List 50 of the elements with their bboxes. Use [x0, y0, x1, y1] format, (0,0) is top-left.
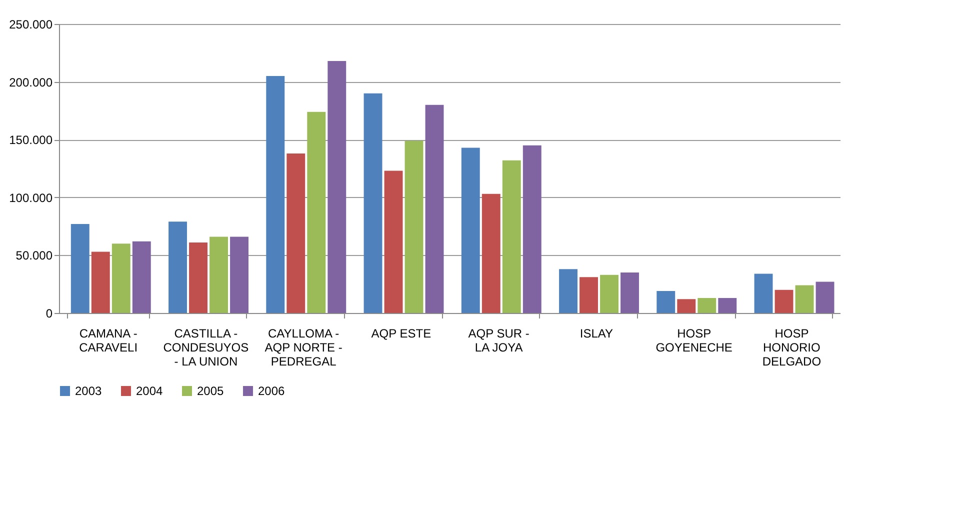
y-tick-label: 100.000	[9, 190, 53, 205]
x-tick-label: CASTILLA - CONDESUYOS - LA UNION	[163, 326, 249, 368]
y-tick-label: 200.000	[9, 75, 53, 90]
bar	[600, 274, 618, 313]
y-tick-label: 50.000	[16, 248, 53, 263]
bar	[580, 277, 598, 313]
legend-label: 2006	[258, 384, 286, 398]
x-tick-label: CAMANA - CARAVELI	[79, 326, 138, 354]
bar	[132, 241, 151, 313]
legend-label: 2005	[197, 384, 224, 398]
bar	[816, 282, 834, 313]
y-tick-label: 150.000	[9, 133, 53, 148]
bar	[677, 299, 696, 313]
bar	[795, 285, 814, 313]
x-tick-label: AQP ESTE	[371, 326, 432, 340]
bar	[286, 153, 306, 313]
bar	[698, 298, 716, 313]
bar	[189, 242, 208, 313]
x-tick-label: HOSP GOYENECHE	[656, 326, 732, 354]
bar	[620, 272, 639, 313]
bar	[112, 244, 130, 313]
y-tick-label: 0	[46, 306, 53, 320]
legend-label: 2003	[75, 384, 102, 398]
bar	[168, 222, 187, 313]
x-tick-label: AQP SUR - LA JOYA	[468, 326, 530, 354]
bar	[364, 93, 382, 313]
bar	[754, 274, 773, 313]
bar	[384, 170, 403, 313]
x-tick-label: HOSP HONORIO DELGADO	[762, 326, 822, 368]
bar	[482, 194, 500, 313]
x-tick-label: ISLAY	[580, 326, 614, 340]
bar	[404, 140, 424, 313]
bar	[328, 60, 346, 313]
legend-label: 2004	[136, 384, 164, 398]
bar	[266, 76, 285, 313]
bar	[656, 291, 676, 313]
bar	[522, 145, 542, 313]
bar	[210, 236, 228, 313]
x-tick-label: CAYLLOMA - AQP NORTE - PEDREGAL	[264, 326, 342, 368]
bar	[307, 112, 326, 313]
bar	[774, 290, 794, 313]
bar	[718, 298, 737, 313]
bar	[461, 148, 480, 313]
bar	[425, 104, 444, 313]
bar	[70, 224, 90, 313]
bar	[230, 236, 248, 313]
y-tick-label: 250.000	[9, 18, 53, 32]
bar	[559, 269, 578, 313]
bar	[502, 160, 521, 313]
bar	[91, 252, 110, 313]
